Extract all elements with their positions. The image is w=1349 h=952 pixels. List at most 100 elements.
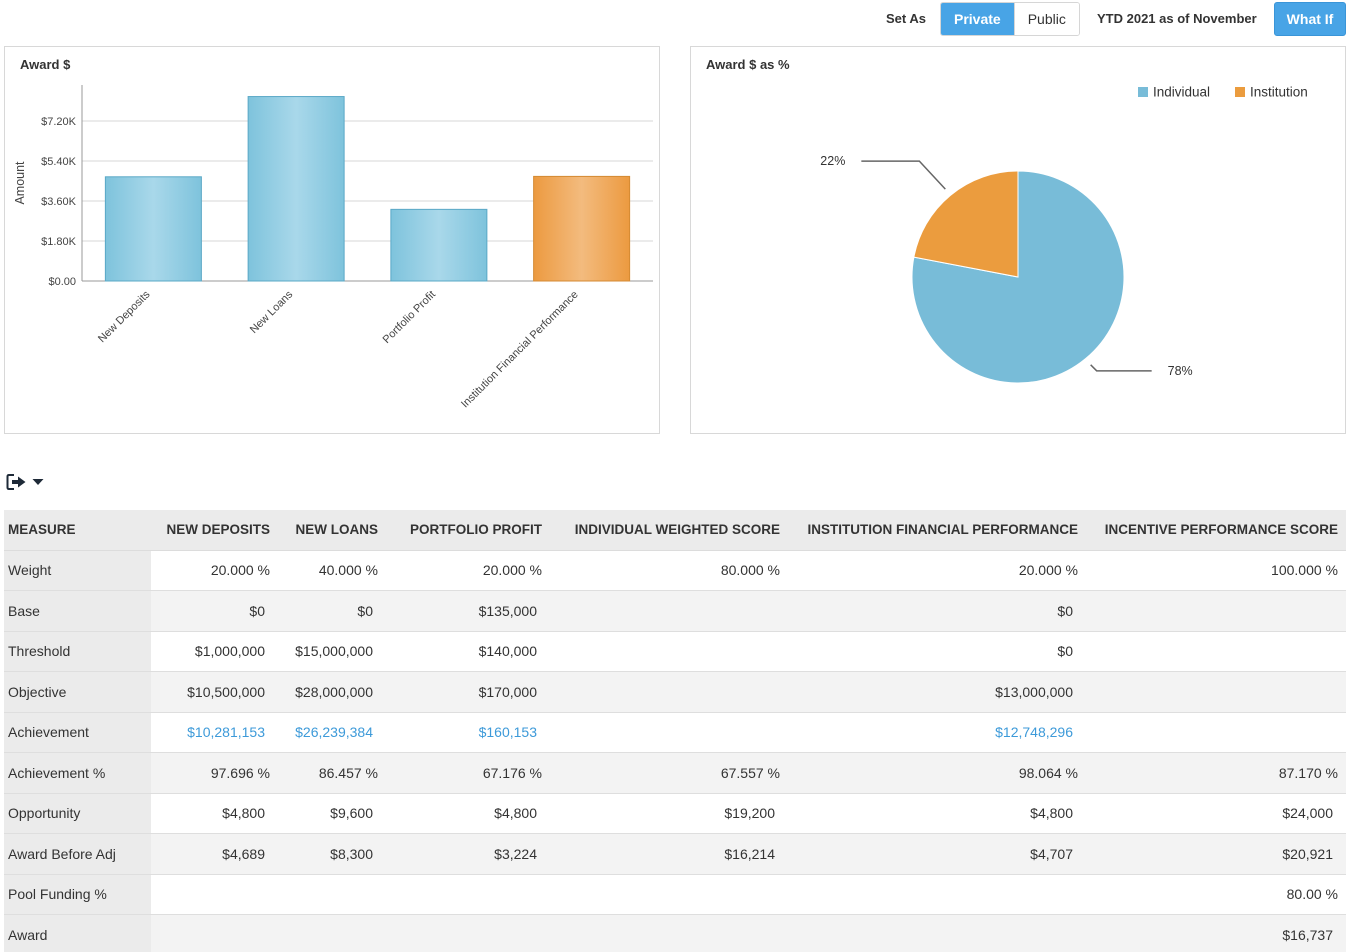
column-header[interactable]: NEW DEPOSITS xyxy=(151,510,278,551)
private-button[interactable]: Private xyxy=(941,3,1014,35)
table-cell xyxy=(788,914,1086,952)
award-bar-chart: $0.00 $1.80K $3.60K $5.40K $7.20K Amount New D… xyxy=(13,85,653,411)
y-tick-label: $5.40K xyxy=(41,156,77,168)
bar-portfolio-profit[interactable] xyxy=(390,208,488,282)
table-cell xyxy=(151,914,278,952)
table-cell xyxy=(1086,671,1346,712)
table-row: Objective $10,500,000 $28,000,000 $170,000 $… xyxy=(4,671,1346,712)
visibility-toggle: Private Public xyxy=(940,2,1080,36)
table-row: Award Before Adj $4,689 $8,300 $3,224 $16,21… xyxy=(4,833,1346,874)
column-header[interactable]: PORTFOLIO PROFIT xyxy=(386,510,550,551)
table-cell xyxy=(550,873,788,915)
table-cell xyxy=(386,873,550,915)
table-cell xyxy=(550,914,788,952)
bar-new-deposits[interactable] xyxy=(104,176,202,282)
table-cell: $9,600 xyxy=(278,792,386,834)
toolbar: Set As Private Public YTD 2021 as of Nov… xyxy=(0,2,1349,36)
table-cell: 67.176 % xyxy=(386,752,550,793)
table-row: Weight 20.000 % 40.000 % 20.000 % 80.000 % 20… xyxy=(4,549,1346,591)
what-if-button[interactable]: What If xyxy=(1274,2,1346,36)
table-cell: $4,689 xyxy=(151,833,278,874)
table-cell xyxy=(550,671,788,712)
table-cell: 100.000 % xyxy=(1086,549,1346,591)
table-cell: $10,500,000 xyxy=(151,671,278,712)
public-button[interactable]: Public xyxy=(1013,3,1079,35)
x-tick-label: New Loans xyxy=(248,288,296,336)
award-pie-chart-panel: Award $ as % 78% 22% Individual Institution xyxy=(690,46,1346,434)
achievement-link[interactable]: $10,281,153 xyxy=(187,724,265,741)
y-axis-label: Amount xyxy=(13,161,27,205)
column-header[interactable]: MEASURE xyxy=(4,510,151,551)
table-cell xyxy=(1086,711,1346,753)
table-cell xyxy=(550,590,788,631)
table-cell xyxy=(550,711,788,753)
table-row: Achievement $10,281,153 $26,239,384 $160,15… xyxy=(4,711,1346,753)
table-row: Threshold $1,000,000 $15,000,000 $140,000 $0 xyxy=(4,630,1346,672)
row-label: Achievement % xyxy=(4,752,151,793)
bar-chart-title: Award $ xyxy=(20,57,71,72)
legend-label[interactable]: Individual xyxy=(1153,85,1210,100)
table-cell: 80.000 % xyxy=(550,549,788,591)
table-cell: $26,239,384 xyxy=(278,711,386,753)
table-row: Base $0 $0 $135,000 $0 xyxy=(4,590,1346,631)
table-cell: $0 xyxy=(278,590,386,631)
row-label: Objective xyxy=(4,671,151,712)
pie-label-connector xyxy=(861,160,946,190)
table-cell: $4,800 xyxy=(386,792,550,834)
table-row: Pool Funding % 80.00 % xyxy=(4,873,1346,915)
achievement-link[interactable]: $26,239,384 xyxy=(295,724,373,741)
table-cell: 20.000 % xyxy=(788,549,1086,591)
award-bar-chart-panel: Award $ $0.00 $1.80K $3.60K $5.40K $7.20K Amo… xyxy=(4,46,660,434)
set-as-label: Set As xyxy=(886,11,926,26)
table-cell: $1,000,000 xyxy=(151,630,278,672)
row-label: Pool Funding % xyxy=(4,873,151,915)
table-cell: 97.696 % xyxy=(151,752,278,793)
column-header[interactable]: INDIVIDUAL WEIGHTED SCORE xyxy=(550,510,788,551)
table-cell: $4,707 xyxy=(788,833,1086,874)
table-cell xyxy=(1086,590,1346,631)
table-row: Achievement % 97.696 % 86.457 % 67.176 % 67.… xyxy=(4,752,1346,793)
column-header[interactable]: NEW LOANS xyxy=(278,510,386,551)
table-cell: $24,000 xyxy=(1086,792,1346,834)
pie-slice-label: 78% xyxy=(1168,364,1193,378)
table-cell: $160,153 xyxy=(386,711,550,753)
export-menu[interactable] xyxy=(6,472,44,492)
bar-institution-financial-performance[interactable] xyxy=(533,175,631,282)
legend-label[interactable]: Institution xyxy=(1250,85,1308,100)
achievement-link[interactable]: $12,748,296 xyxy=(995,724,1073,741)
x-tick-label: Institution Financial Performance xyxy=(459,289,581,411)
table-cell: $20,921 xyxy=(1086,833,1346,874)
table-cell: $16,214 xyxy=(550,833,788,874)
table-cell xyxy=(1086,630,1346,672)
legend-swatch xyxy=(1235,87,1245,97)
table-header-row: MEASURE NEW DEPOSITS NEW LOANS PORTFOLIO… xyxy=(4,510,1346,551)
table-row: Opportunity $4,800 $9,600 $4,800 $19,200 $4,8… xyxy=(4,792,1346,834)
export-icon xyxy=(6,474,26,490)
table-cell: $0 xyxy=(151,590,278,631)
table-cell xyxy=(386,914,550,952)
table-cell: 80.00 % xyxy=(1086,873,1346,915)
table-cell xyxy=(278,873,386,915)
column-header[interactable]: INCENTIVE PERFORMANCE SCORE xyxy=(1086,510,1346,551)
award-pie-chart: 78% 22% Individual Institution xyxy=(820,85,1308,384)
chevron-down-icon xyxy=(32,479,44,485)
table-cell: 40.000 % xyxy=(278,549,386,591)
table-cell: 20.000 % xyxy=(386,549,550,591)
table-cell: $19,200 xyxy=(550,792,788,834)
x-tick-label: Portfolio Profit xyxy=(381,289,438,346)
y-tick-label: $1.80K xyxy=(41,236,77,248)
table-cell: $4,800 xyxy=(788,792,1086,834)
bar-new-loans[interactable] xyxy=(247,96,345,282)
table-cell: $0 xyxy=(788,590,1086,631)
table-cell: $10,281,153 xyxy=(151,711,278,753)
pie-label-connector xyxy=(1090,364,1152,372)
table-row: Award $16,737 xyxy=(4,914,1346,952)
table-cell: $135,000 xyxy=(386,590,550,631)
table-cell: $12,748,296 xyxy=(788,711,1086,753)
column-header[interactable]: INSTITUTION FINANCIAL PERFORMANCE xyxy=(788,510,1086,551)
table-cell: 87.170 % xyxy=(1086,752,1346,793)
table-cell: $4,800 xyxy=(151,792,278,834)
pie-slice-institution[interactable] xyxy=(913,170,1019,278)
table-cell xyxy=(151,873,278,915)
achievement-link[interactable]: $160,153 xyxy=(478,724,537,741)
